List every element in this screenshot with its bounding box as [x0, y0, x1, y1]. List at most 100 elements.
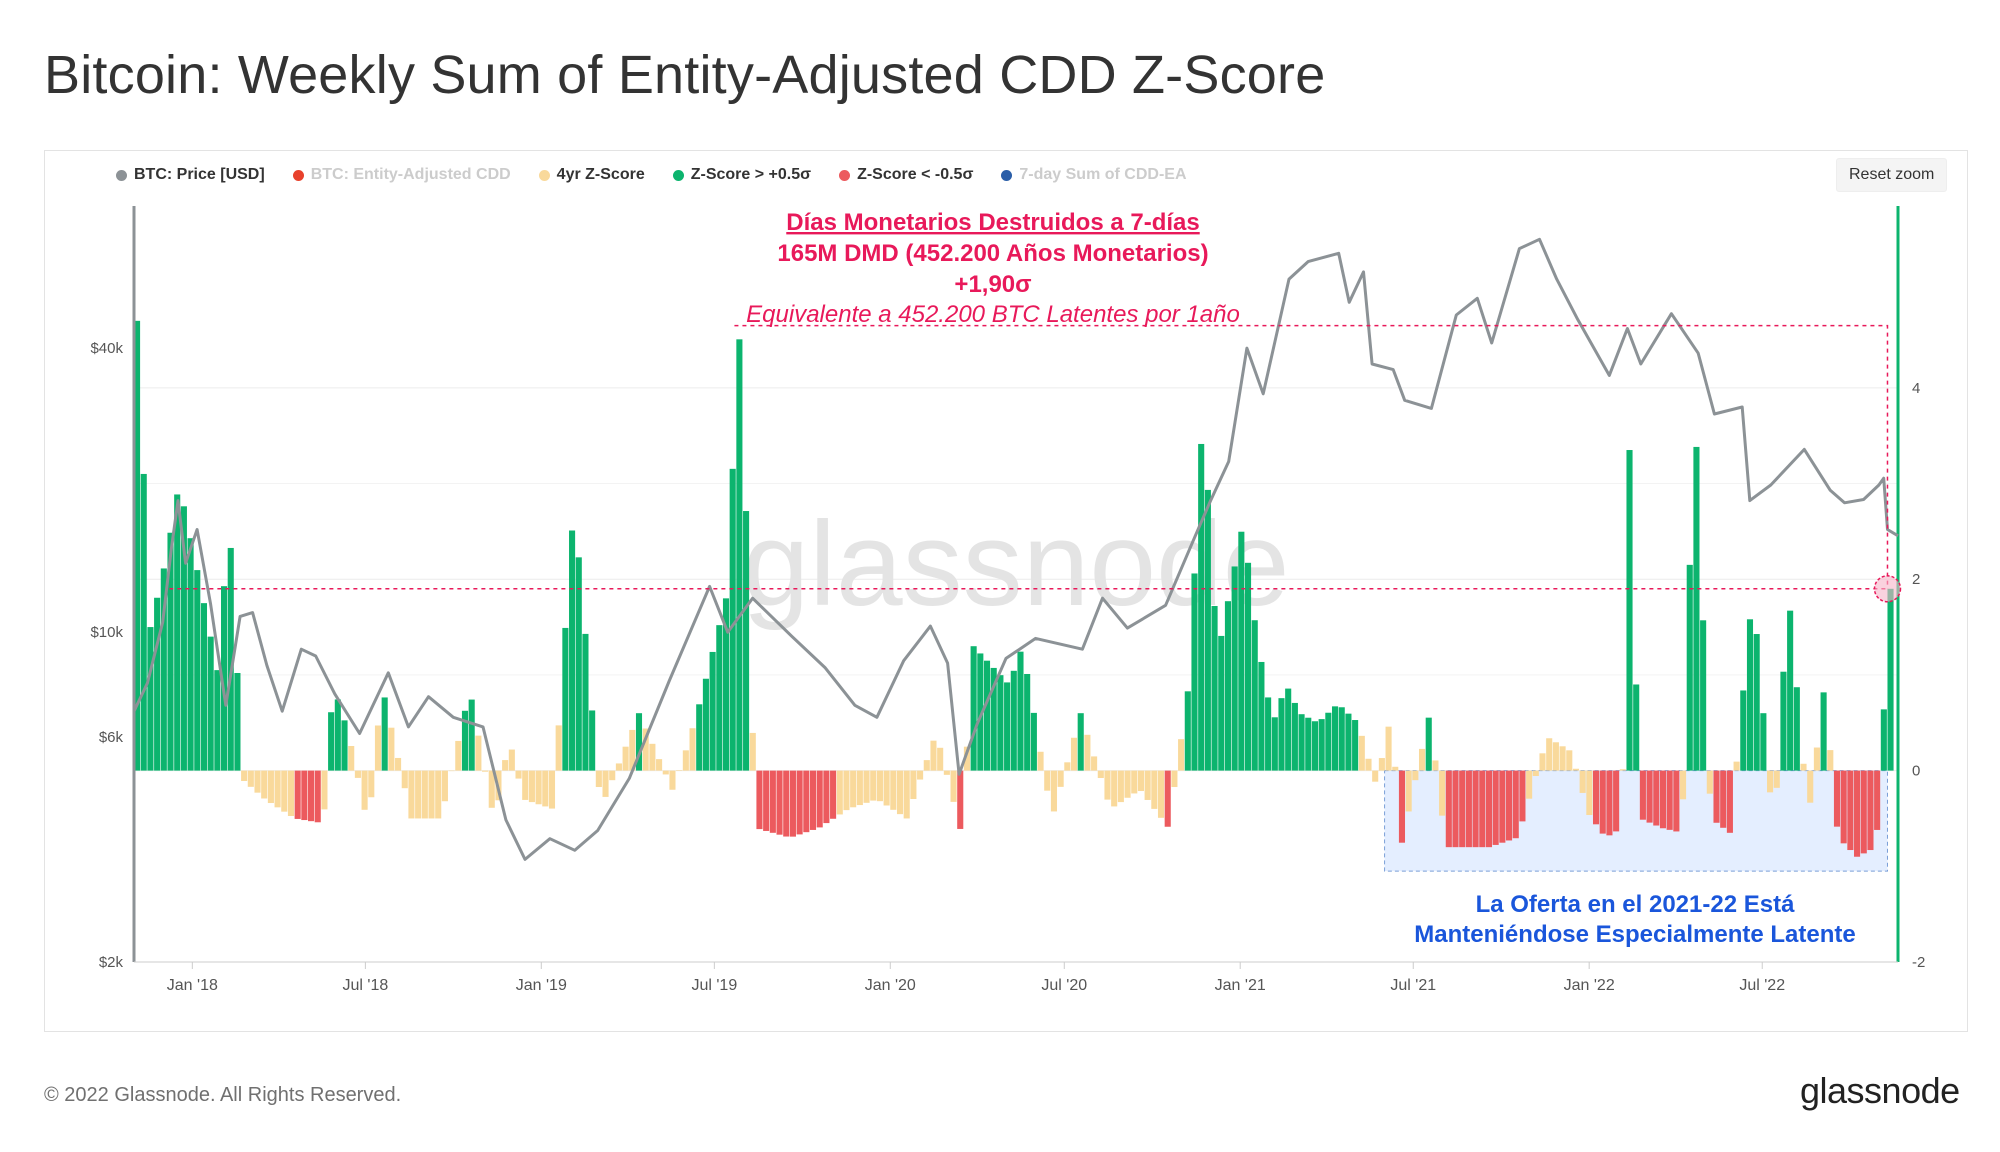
zscore-bar	[1398, 770, 1406, 843]
zscore-bar	[528, 770, 535, 803]
zscore-bar	[334, 699, 341, 771]
zscore-bar	[401, 770, 408, 789]
zscore-bar	[1840, 770, 1847, 844]
zscore-bar	[515, 770, 522, 779]
zscore-bar	[241, 770, 248, 782]
legend-label: 7-day Sum of CDD-EA	[1019, 166, 1187, 183]
zscore-bar	[1740, 690, 1747, 771]
zscore-bar	[468, 699, 475, 771]
zscore-bar	[1372, 770, 1379, 782]
zscore-bar	[1244, 562, 1252, 771]
annotation-top-line2: 165M DMD (452.200 Años Monetarios)	[777, 240, 1208, 267]
zscore-bar	[207, 636, 214, 771]
zscore-bar	[830, 770, 837, 819]
zscore-bar	[1492, 770, 1499, 845]
zscore-bar	[1318, 719, 1325, 771]
legend-item[interactable]: Z-Score < -0.5σ	[839, 166, 973, 184]
zscore-bar	[1860, 770, 1867, 854]
zscore-bar	[542, 770, 549, 807]
zscore-bar	[756, 770, 763, 830]
zscore-bar	[1385, 726, 1392, 771]
x-tick-label: Jul '22	[1739, 977, 1785, 994]
zscore-bar	[174, 494, 181, 771]
zscore-bar	[1586, 770, 1593, 815]
zscore-bar	[1124, 770, 1131, 798]
zscore-bar	[1251, 620, 1258, 771]
zscore-bar	[729, 468, 736, 771]
zscore-bar	[990, 667, 997, 771]
zscore-bar	[1726, 770, 1733, 833]
zscore-bar	[1024, 673, 1031, 771]
zscore-bar	[1017, 651, 1024, 771]
zscore-bar	[1827, 750, 1834, 771]
zscore-bar	[736, 339, 743, 771]
zscore-bar	[354, 770, 361, 778]
zscore-bar	[1452, 770, 1459, 848]
legend-item[interactable]: 4yr Z-Score	[538, 166, 645, 184]
zscore-bar	[441, 770, 448, 802]
zscore-bar	[1807, 770, 1814, 803]
zscore-bar	[341, 720, 348, 771]
legend-item[interactable]: BTC: Entity-Adjusted CDD	[292, 166, 511, 184]
zscore-bar	[435, 770, 442, 819]
zscore-bar	[1044, 770, 1051, 791]
zscore-bar	[1773, 770, 1780, 788]
zscore-bar	[1499, 770, 1506, 843]
zscore-bar	[415, 770, 422, 819]
zscore-bar	[1847, 770, 1854, 851]
zscore-bar	[160, 568, 167, 771]
zscore-bar	[428, 770, 435, 819]
zscore-bar	[448, 770, 455, 772]
chart-panel	[44, 150, 1968, 1032]
zscore-bar	[1593, 770, 1600, 825]
zscore-bar	[1639, 770, 1646, 820]
legend-item[interactable]: BTC: Price [USD]	[116, 166, 265, 184]
zscore-bar	[461, 710, 469, 771]
zscore-bar	[194, 570, 201, 771]
zscore-bar	[1646, 770, 1653, 823]
zscore-bar	[1198, 443, 1205, 771]
zscore-bar	[1720, 770, 1727, 828]
zscore-bar	[722, 598, 730, 771]
zscore-bar	[368, 770, 375, 798]
zscore-bar	[1626, 450, 1633, 771]
zscore-bar	[1137, 770, 1144, 792]
zscore-bar	[1680, 770, 1687, 800]
zscore-bar	[267, 770, 274, 804]
zscore-bar	[669, 770, 676, 790]
zscore-bar	[863, 770, 870, 803]
zscore-bar	[388, 727, 395, 771]
zscore-bar	[1566, 750, 1573, 771]
zscore-bar	[187, 538, 194, 771]
zscore-bar	[1271, 717, 1278, 771]
zscore-bar	[555, 725, 562, 771]
zscore-bar	[957, 770, 964, 829]
zscore-bar	[1412, 770, 1419, 781]
zscore-bar	[1345, 713, 1352, 771]
zscore-bar	[937, 747, 944, 771]
legend-label: BTC: Entity-Adjusted CDD	[310, 166, 511, 183]
y-right-tick-label: 4	[1912, 380, 1920, 397]
zscore-bar	[970, 646, 977, 771]
zscore-bar	[963, 746, 970, 771]
zscore-bar	[254, 770, 261, 793]
zscore-bar	[783, 770, 790, 837]
zscore-bar	[1164, 770, 1171, 827]
zscore-bar	[1238, 531, 1245, 771]
zscore-bar	[1854, 770, 1861, 857]
zscore-bar	[997, 675, 1004, 771]
zscore-bar	[1365, 758, 1372, 771]
zscore-bar	[1606, 770, 1613, 836]
zscore-bar	[1599, 770, 1606, 834]
y-right-tick-label: 2	[1912, 571, 1920, 588]
zscore-bar	[1539, 753, 1546, 771]
zscore-bar	[635, 713, 643, 771]
zscore-bar	[1780, 671, 1787, 771]
y-left-tick-label: $6k	[99, 729, 124, 746]
zscore-bar	[482, 770, 489, 772]
zscore-bar	[689, 728, 696, 771]
legend-item[interactable]: 7-day Sum of CDD-EA	[1001, 166, 1187, 184]
x-tick-label: Jul '18	[343, 977, 389, 994]
legend-item[interactable]: Z-Score > +0.5σ	[672, 166, 811, 184]
reset-zoom-button[interactable]: Reset zoom	[1836, 158, 1948, 192]
